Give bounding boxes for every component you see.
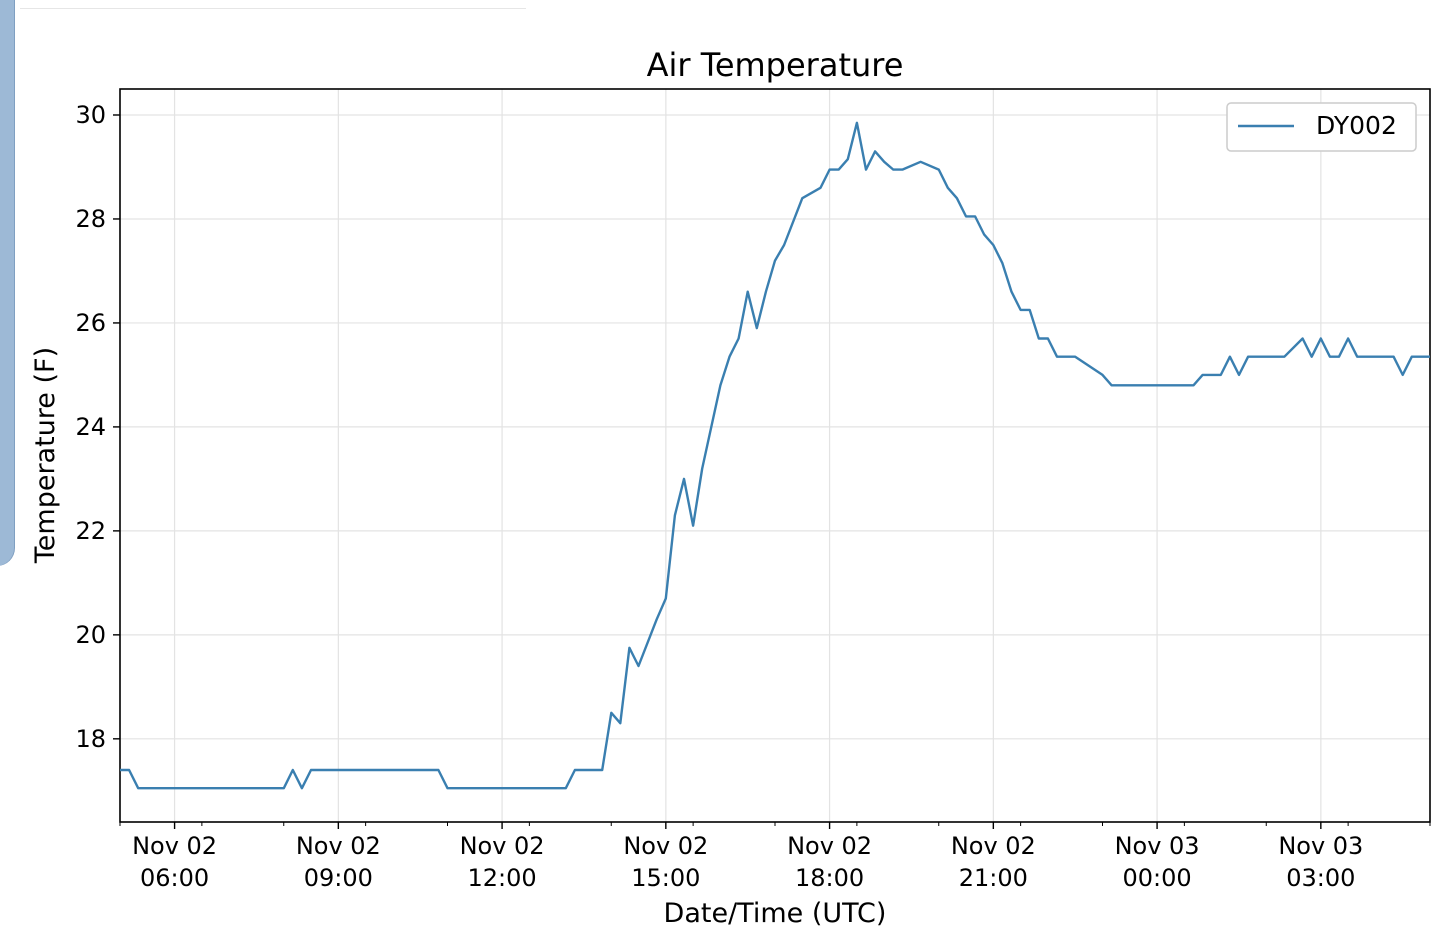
x-tick-date-label: Nov 02 bbox=[951, 832, 1036, 860]
x-tick-time-label: 18:00 bbox=[795, 864, 864, 892]
y-tick-label: 24 bbox=[75, 413, 106, 441]
x-tick-time-label: 15:00 bbox=[631, 864, 700, 892]
x-tick-time-label: 21:00 bbox=[959, 864, 1028, 892]
y-tick-label: 30 bbox=[75, 101, 106, 129]
x-tick-date-label: Nov 02 bbox=[787, 832, 872, 860]
series-layer bbox=[120, 121, 1430, 790]
x-tick-time-label: 03:00 bbox=[1286, 864, 1355, 892]
legend: DY002 bbox=[1226, 102, 1417, 152]
legend-label-dy002: DY002 bbox=[1316, 111, 1397, 140]
x-tick-date-label: Nov 02 bbox=[132, 832, 217, 860]
x-tick-date-label: Nov 03 bbox=[1115, 832, 1200, 860]
x-tick-date-label: Nov 02 bbox=[296, 832, 381, 860]
plot-frame bbox=[119, 88, 1431, 823]
legend-box bbox=[1226, 102, 1417, 152]
y-tick-label: 22 bbox=[75, 517, 106, 545]
x-tick-time-label: 00:00 bbox=[1122, 864, 1191, 892]
x-tick-date-label: Nov 03 bbox=[1278, 832, 1363, 860]
x-tick-time-label: 12:00 bbox=[467, 864, 536, 892]
y-tick-label: 20 bbox=[75, 621, 106, 649]
y-axis-ticks: 18 20 22 24 26 28 30 bbox=[75, 101, 120, 753]
y-tick-label: 28 bbox=[75, 205, 106, 233]
x-tick-time-label: 06:00 bbox=[140, 864, 209, 892]
chart-title: Air Temperature bbox=[647, 46, 904, 84]
x-axis-ticks: Nov 02 06:00 Nov 02 09:00 Nov 02 12:00 Nov 02 1… bbox=[119, 822, 1431, 892]
y-tick-label: 26 bbox=[75, 309, 106, 337]
side-panel-edge bbox=[0, 0, 14, 566]
x-tick-date-label: Nov 02 bbox=[460, 832, 545, 860]
y-tick-label: 18 bbox=[75, 725, 106, 753]
grid-lines bbox=[120, 89, 1430, 822]
series-line-dy002 bbox=[120, 121, 1430, 790]
top-divider bbox=[20, 8, 526, 9]
x-tick-date-label: Nov 02 bbox=[623, 832, 708, 860]
x-axis-label: Date/Time (UTC) bbox=[664, 898, 887, 929]
x-tick-time-label: 09:00 bbox=[304, 864, 373, 892]
y-axis-label: Temperature (F) bbox=[30, 347, 61, 564]
